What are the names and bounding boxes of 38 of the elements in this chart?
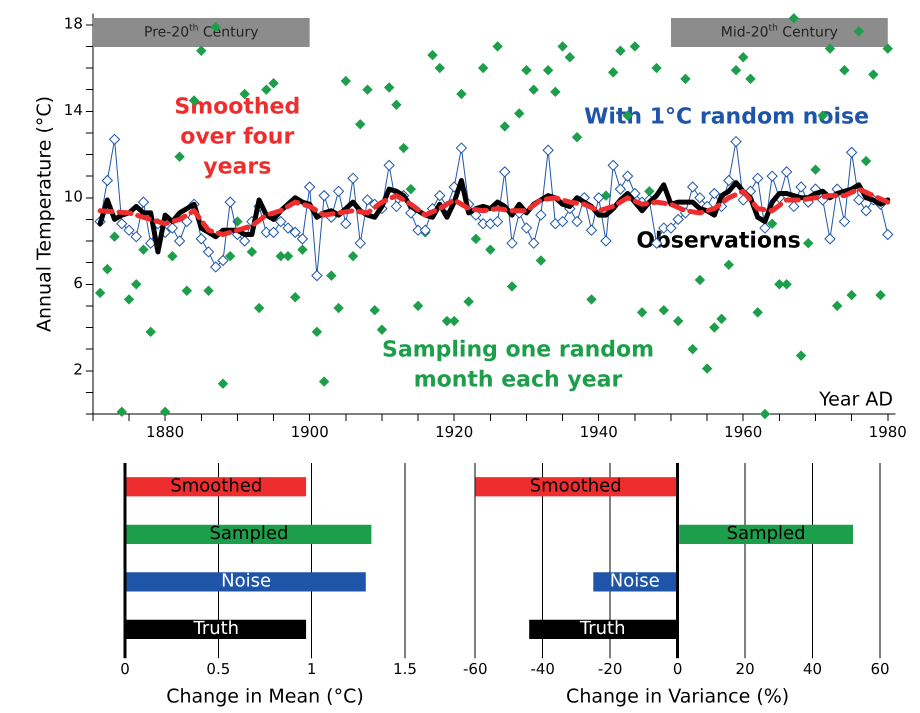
x-axis-title: Year AD (818, 388, 893, 410)
y-tick-label: Truth (192, 618, 240, 640)
bar (126, 524, 372, 544)
y-tick-label: 2 (73, 360, 83, 379)
x-tick-label: 1960 (724, 422, 762, 441)
x-tick-label: 0 (120, 660, 130, 678)
x-tick-label: 0 (672, 660, 682, 678)
y-tick-label: 10 (64, 188, 83, 206)
x-axis-title: Change in Variance (%) (566, 686, 790, 708)
x-tick-label: 60 (870, 660, 890, 678)
y-tick-label: Sampled (726, 522, 806, 544)
x-tick-label: 1940 (580, 422, 618, 441)
series-label: Smoothed over four years (174, 94, 300, 180)
y-axis-title: Annual Temperature (°C) (33, 96, 56, 332)
y-tick-label: Sampled (209, 522, 288, 544)
x-tick-label: -40 (530, 660, 555, 678)
x-axis-title: Change in Mean (°C) (166, 686, 364, 708)
bar (126, 572, 366, 592)
x-tick-label: 20 (736, 660, 755, 678)
x-tick-label: 1880 (146, 422, 184, 441)
y-tick-label: 6 (73, 274, 83, 292)
y-tick-label: Noise (221, 570, 272, 592)
y-tick-label: Truth (578, 618, 626, 640)
y-tick-label: Smoothed (530, 475, 622, 496)
y-tick-label: 14 (64, 101, 83, 120)
x-tick-label: -60 (463, 660, 488, 678)
x-tick-label: 40 (802, 660, 822, 678)
x-tick-label: 1980 (868, 422, 907, 441)
series-label: Sampling one random month each year (382, 338, 654, 393)
x-tick-label: 1920 (435, 422, 474, 441)
y-tick-label: Noise (610, 570, 660, 592)
x-tick-label: -20 (598, 660, 622, 678)
x-tick-label: 1.5 (393, 660, 417, 678)
y-tick-label: 18 (64, 14, 83, 33)
x-tick-label: 0.5 (206, 660, 230, 678)
x-tick-label: 1 (306, 660, 316, 678)
x-tick-label: 1900 (290, 422, 329, 441)
y-tick-label: Smoothed (170, 475, 262, 496)
